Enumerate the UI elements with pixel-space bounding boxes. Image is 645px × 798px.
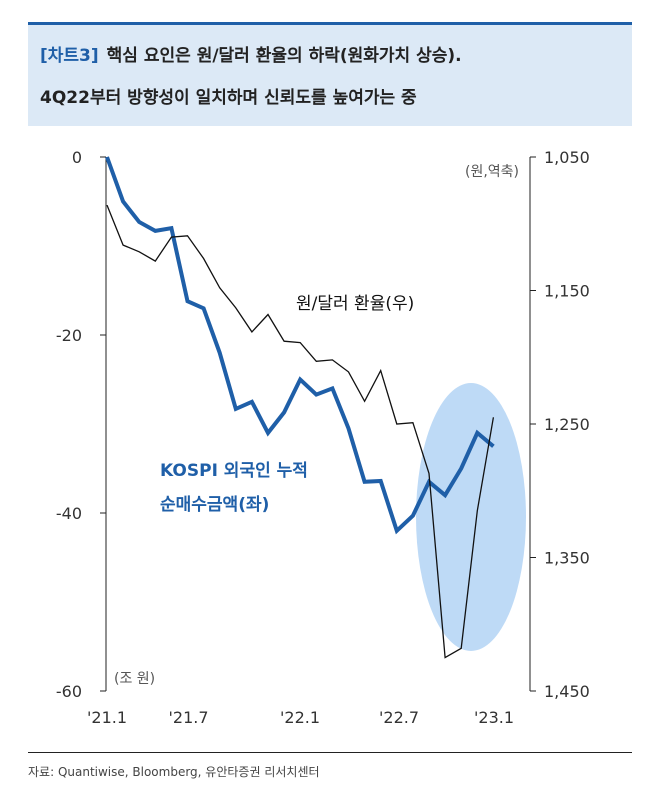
- chart-title-line-1: [차트3] 핵심 요인은 원/달러 환율의 하락(원화가치 상승).: [40, 41, 462, 66]
- footer-divider: [28, 752, 632, 753]
- chart-title-line-2: 4Q22부터 방향성이 일치하며 신뢰도를 높여가는 중: [40, 88, 417, 108]
- left-axis-unit: (조 원): [114, 671, 155, 687]
- usdkrw-rate-line: [106, 204, 495, 659]
- kospi-foreign-net-buy-line: [105, 156, 495, 535]
- right-tick-label: 1,450: [544, 682, 590, 701]
- right-tick-label: 1,050: [544, 148, 590, 167]
- x-tick-label: '21.7: [168, 708, 208, 727]
- chart-title-text-1: 핵심 요인은 원/달러 환율의 하락(원화가치 상승).: [106, 46, 462, 66]
- x-tick-label: '23.1: [474, 708, 514, 727]
- kospi-series-label: 순매수금액(좌): [160, 495, 269, 515]
- right-tick-label: 1,150: [544, 282, 590, 301]
- x-tick-label: '22.1: [280, 708, 320, 727]
- source-note: 자료: Quantiwise, Bloomberg, 유안타증권 리서치센터: [28, 765, 320, 779]
- highlight-ellipse: [416, 383, 526, 651]
- x-tick-label: '21.1: [87, 708, 127, 727]
- right-tick-label: 1,250: [544, 415, 590, 434]
- x-tick-label: '22.7: [379, 708, 419, 727]
- right-axis-unit: (원,역축): [465, 164, 519, 180]
- left-tick-label: -40: [56, 504, 82, 523]
- chart-header: [차트3] 핵심 요인은 원/달러 환율의 하락(원화가치 상승). 4Q22부터…: [28, 22, 632, 126]
- usdkrw-series-label: 원/달러 환율(우): [296, 294, 414, 314]
- chart-tag: [차트3]: [40, 46, 99, 66]
- right-tick-label: 1,350: [544, 549, 590, 568]
- left-tick-label: -60: [56, 682, 82, 701]
- kospi-series-label: KOSPI 외국인 누적: [160, 461, 308, 481]
- left-tick-label: 0: [72, 148, 82, 167]
- line-chart: 0 -20 -40 -60 1,050 1,150 1,250 1,350 1,450 '21.1…: [56, 148, 590, 727]
- left-tick-label: -20: [56, 326, 82, 345]
